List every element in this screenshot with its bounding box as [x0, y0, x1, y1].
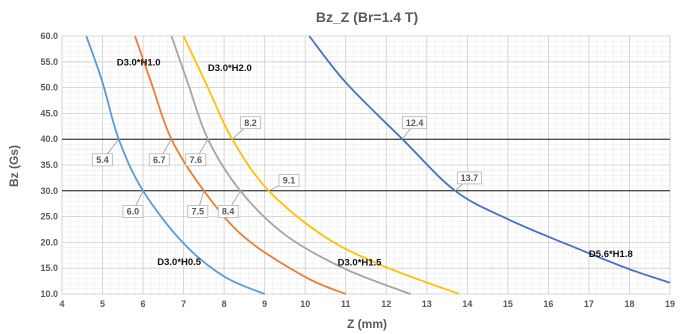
callout-value: 8.2 — [244, 118, 257, 128]
callout-value: 6.0 — [127, 207, 140, 217]
x-axis-title: Z (mm) — [347, 317, 387, 331]
y-tick-label: 10.0 — [40, 289, 58, 299]
x-tick-label: 17 — [584, 299, 594, 309]
x-tick-label: 10 — [300, 299, 310, 309]
x-tick-label: 12 — [381, 299, 391, 309]
callout-value: 6.7 — [153, 155, 166, 165]
y-tick-label: 20.0 — [40, 237, 58, 247]
y-tick-label: 60.0 — [40, 31, 58, 41]
x-tick-label: 19 — [665, 299, 675, 309]
callout-7-6: 7.6 — [185, 138, 209, 167]
x-tick-label: 9 — [262, 299, 267, 309]
x-tick-label: 15 — [503, 299, 513, 309]
series-label: D3.0*H1.0 — [117, 57, 161, 68]
callout-12-4: 12.4 — [402, 116, 428, 140]
y-tick-label: 15.0 — [40, 263, 58, 273]
series-line-d5-6-h1-8 — [308, 35, 671, 284]
series-label: D3.0*H0.5 — [157, 257, 202, 268]
x-tick-label: 8 — [222, 299, 227, 309]
y-tick-label: 35.0 — [40, 160, 58, 170]
callout-value: 12.4 — [406, 118, 424, 128]
y-tick-label: 25.0 — [40, 212, 58, 222]
callout-8-4: 8.4 — [217, 190, 241, 218]
series-label-layer: D3.0*H1.0 D3.0*H2.0 D3.0*H0.5 D3.0*H1.5 D5.6… — [117, 57, 633, 268]
y-tick-label: 30.0 — [40, 186, 58, 196]
x-tick-label: 6 — [141, 299, 146, 309]
callout-value: 5.4 — [96, 155, 109, 165]
x-tick-label: 13 — [422, 299, 432, 309]
callout-9-1: 9.1 — [268, 174, 300, 192]
callout-5-4: 5.4 — [92, 138, 120, 167]
callout-7-5: 7.5 — [187, 190, 209, 218]
y-tick-label: 55.0 — [40, 57, 58, 67]
y-axis-ticks: 10.0 15.0 20.0 25.0 30.0 35.0 40.0 45.0 50.0 55.0… — [40, 31, 58, 299]
x-tick-label: 4 — [59, 299, 64, 309]
callout-box — [185, 153, 207, 167]
x-tick-label: 11 — [341, 299, 351, 309]
callout-box — [122, 205, 144, 218]
callout-box — [240, 116, 261, 130]
callout-box — [148, 153, 170, 167]
callout-value: 8.4 — [222, 207, 235, 217]
callout-8-2: 8.2 — [231, 116, 261, 140]
series-line-d3-0-h2-0 — [182, 35, 460, 295]
callout-box — [456, 171, 482, 185]
series-label: D3.0*H2.0 — [208, 63, 252, 74]
x-tick-label: 7 — [181, 299, 186, 309]
callout-value: 7.5 — [192, 207, 205, 217]
series-label: D3.0*H1.5 — [338, 258, 383, 269]
y-axis-title: Bz (Gs) — [7, 145, 21, 187]
y-tick-label: 40.0 — [40, 134, 58, 144]
chart-title: Bz_Z (Br=1.4 T) — [316, 9, 418, 25]
callout-13-7: 13.7 — [454, 171, 482, 192]
callout-layer: 5.4 6.7 7.6 8.2 12.4 6.0 7.5 8.4 9.1 13.7 — [92, 116, 482, 218]
y-tick-label: 50.0 — [40, 83, 58, 93]
callout-6-0: 6.0 — [122, 190, 144, 218]
callout-value: 9.1 — [283, 176, 296, 186]
callout-value: 13.7 — [461, 173, 479, 183]
series-label: D5.6*H1.8 — [589, 249, 633, 260]
callout-6-7: 6.7 — [148, 138, 172, 167]
x-tick-label: 18 — [624, 299, 634, 309]
reference-lines — [62, 138, 670, 192]
callout-value: 7.6 — [190, 155, 203, 165]
callout-box — [278, 174, 300, 187]
y-tick-label: 45.0 — [40, 108, 58, 118]
callout-box — [92, 153, 113, 167]
x-tick-label: 14 — [462, 299, 472, 309]
callout-box — [217, 205, 239, 218]
callout-box — [187, 205, 209, 218]
x-tick-label: 5 — [100, 299, 105, 309]
x-tick-label: 16 — [543, 299, 553, 309]
callout-box — [402, 116, 428, 130]
x-axis-ticks: 4 5 6 7 8 9 10 11 12 13 14 15 16 17 18 19 — [59, 299, 675, 309]
